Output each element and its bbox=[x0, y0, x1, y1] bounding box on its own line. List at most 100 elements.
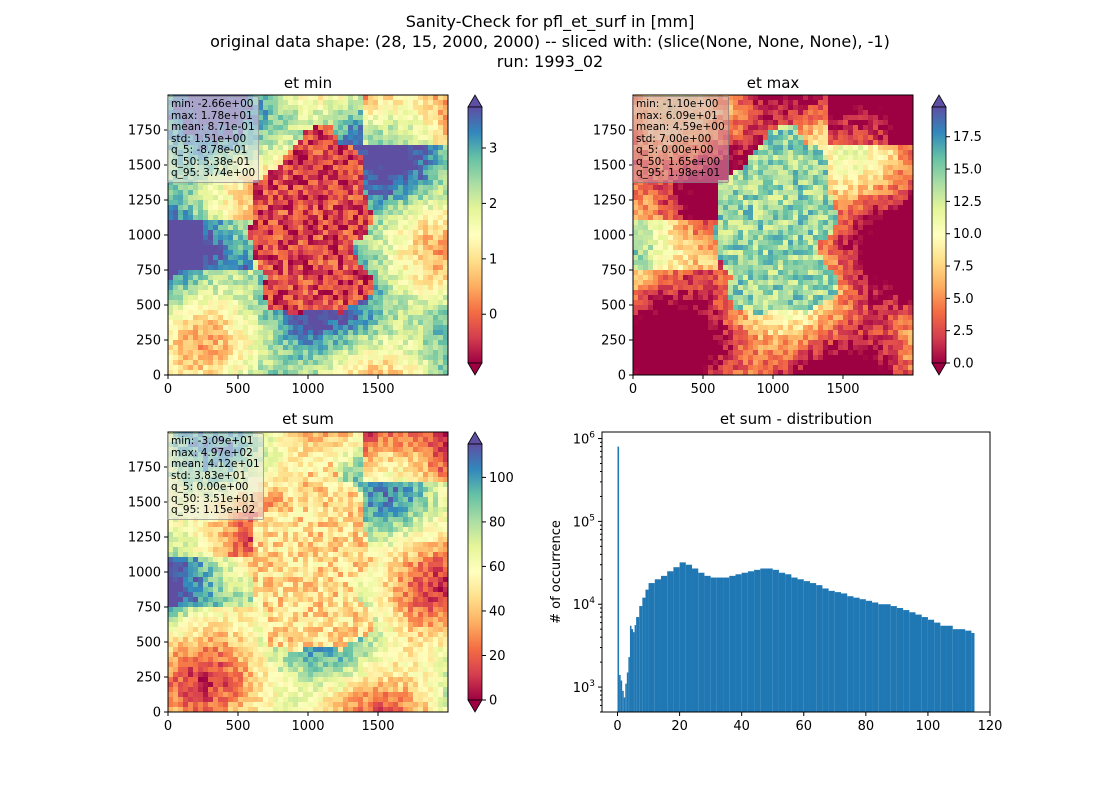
heatmap-cell bbox=[778, 175, 784, 181]
heatmap-cell bbox=[833, 150, 839, 156]
heatmap-cell bbox=[428, 195, 434, 201]
heatmap-cell bbox=[888, 175, 894, 181]
heatmap-cell bbox=[298, 120, 304, 126]
heatmap-cell bbox=[248, 290, 254, 296]
heatmap-cell bbox=[343, 345, 349, 351]
heatmap-cell bbox=[378, 240, 384, 246]
heatmap-cell bbox=[838, 145, 844, 151]
heatmap-cell bbox=[418, 195, 424, 201]
heatmap-cell bbox=[398, 210, 404, 216]
heatmap-cell bbox=[343, 305, 349, 311]
heatmap-cell bbox=[868, 115, 874, 121]
colorbar-tick-label: 0 bbox=[489, 308, 497, 323]
heatmap-cell bbox=[338, 175, 344, 181]
heatmap-cell bbox=[328, 295, 334, 301]
heatmap-cell bbox=[723, 210, 729, 216]
heatmap-cell bbox=[293, 370, 299, 375]
heatmap-cell bbox=[338, 210, 344, 216]
heatmap-cell bbox=[323, 205, 329, 211]
heatmap-cell bbox=[318, 260, 324, 266]
heatmap-cell bbox=[758, 100, 764, 106]
heatmap-cell bbox=[678, 195, 684, 201]
heatmap-cell bbox=[848, 250, 854, 256]
heatmap-cell bbox=[658, 245, 664, 251]
heatmap-cell bbox=[838, 200, 844, 206]
heatmap-cell bbox=[328, 345, 334, 351]
heatmap-cell bbox=[783, 215, 789, 221]
heatmap-cell bbox=[373, 205, 379, 211]
heatmap-cell bbox=[738, 160, 744, 166]
heatmap-cell bbox=[358, 180, 364, 186]
heatmap-cell bbox=[758, 190, 764, 196]
heatmap-cell bbox=[303, 270, 309, 276]
heatmap-cell bbox=[378, 265, 384, 271]
heatmap-cell bbox=[343, 130, 349, 136]
heatmap-cell bbox=[898, 190, 904, 196]
heatmap-cell bbox=[223, 270, 229, 276]
heatmap-cell bbox=[888, 250, 894, 256]
heatmap-cell bbox=[823, 130, 829, 136]
heatmap-cell bbox=[313, 190, 319, 196]
heatmap-cell bbox=[358, 155, 364, 161]
heatmap-cell bbox=[263, 250, 269, 256]
heatmap-cell bbox=[263, 365, 269, 371]
heatmap-cell bbox=[313, 130, 319, 136]
heatmap-cell bbox=[403, 260, 409, 266]
heatmap-cell bbox=[443, 360, 448, 366]
heatmap-cell bbox=[283, 225, 289, 231]
heatmap-cell bbox=[653, 230, 659, 236]
heatmap-cell bbox=[638, 240, 644, 246]
heatmap-cell bbox=[433, 360, 439, 366]
heatmap-cell bbox=[838, 230, 844, 236]
heatmap-cell bbox=[333, 180, 339, 186]
heatmap-cell bbox=[698, 195, 704, 201]
heatmap-cell bbox=[293, 270, 299, 276]
heatmap-cell bbox=[723, 195, 729, 201]
heatmap-cell bbox=[393, 130, 399, 136]
heatmap-cell bbox=[433, 350, 439, 356]
heatmap-cell bbox=[288, 210, 294, 216]
heatmap-cell bbox=[328, 290, 334, 296]
heatmap-cell bbox=[648, 215, 654, 221]
heatmap-cell bbox=[193, 250, 199, 256]
heatmap-cell bbox=[343, 220, 349, 226]
heatmap-cell bbox=[818, 145, 824, 151]
heatmap-cell bbox=[393, 250, 399, 256]
heatmap-cell bbox=[373, 135, 379, 141]
heatmap-cell bbox=[898, 100, 904, 106]
heatmap-cell bbox=[408, 145, 414, 151]
heatmap-cell bbox=[738, 205, 744, 211]
heatmap-cell bbox=[383, 305, 389, 311]
heatmap-cell bbox=[728, 95, 734, 101]
heatmap-cell bbox=[308, 195, 314, 201]
heatmap-cell bbox=[298, 310, 304, 316]
heatmap-cell bbox=[768, 105, 774, 111]
heatmap-cell bbox=[368, 110, 374, 116]
heatmap-cell bbox=[883, 160, 889, 166]
heatmap-cell bbox=[318, 145, 324, 151]
heatmap-cell bbox=[428, 165, 434, 171]
heatmap-cell bbox=[223, 180, 229, 186]
heatmap-cell bbox=[203, 265, 209, 271]
heatmap-cell bbox=[648, 180, 654, 186]
heatmap-cell bbox=[333, 125, 339, 131]
heatmap-cell bbox=[338, 370, 344, 375]
heatmap-cell bbox=[423, 250, 429, 256]
heatmap-cell bbox=[758, 220, 764, 226]
heatmap-cell bbox=[713, 250, 719, 256]
heatmap-cell bbox=[808, 240, 814, 246]
heatmap-cell bbox=[293, 345, 299, 351]
heatmap-cell bbox=[753, 100, 759, 106]
heatmap-cell bbox=[243, 310, 249, 316]
heatmap-cell bbox=[403, 100, 409, 106]
heatmap-cell bbox=[638, 225, 644, 231]
heatmap-cell bbox=[188, 230, 194, 236]
heatmap-cell bbox=[633, 250, 639, 256]
heatmap-cell bbox=[183, 305, 189, 311]
heatmap-cell bbox=[303, 235, 309, 241]
heatmap-cell bbox=[238, 320, 244, 326]
heatmap-cell bbox=[348, 175, 354, 181]
heatmap-cell bbox=[268, 330, 274, 336]
heatmap-cell bbox=[758, 240, 764, 246]
heatmap-cell bbox=[333, 195, 339, 201]
